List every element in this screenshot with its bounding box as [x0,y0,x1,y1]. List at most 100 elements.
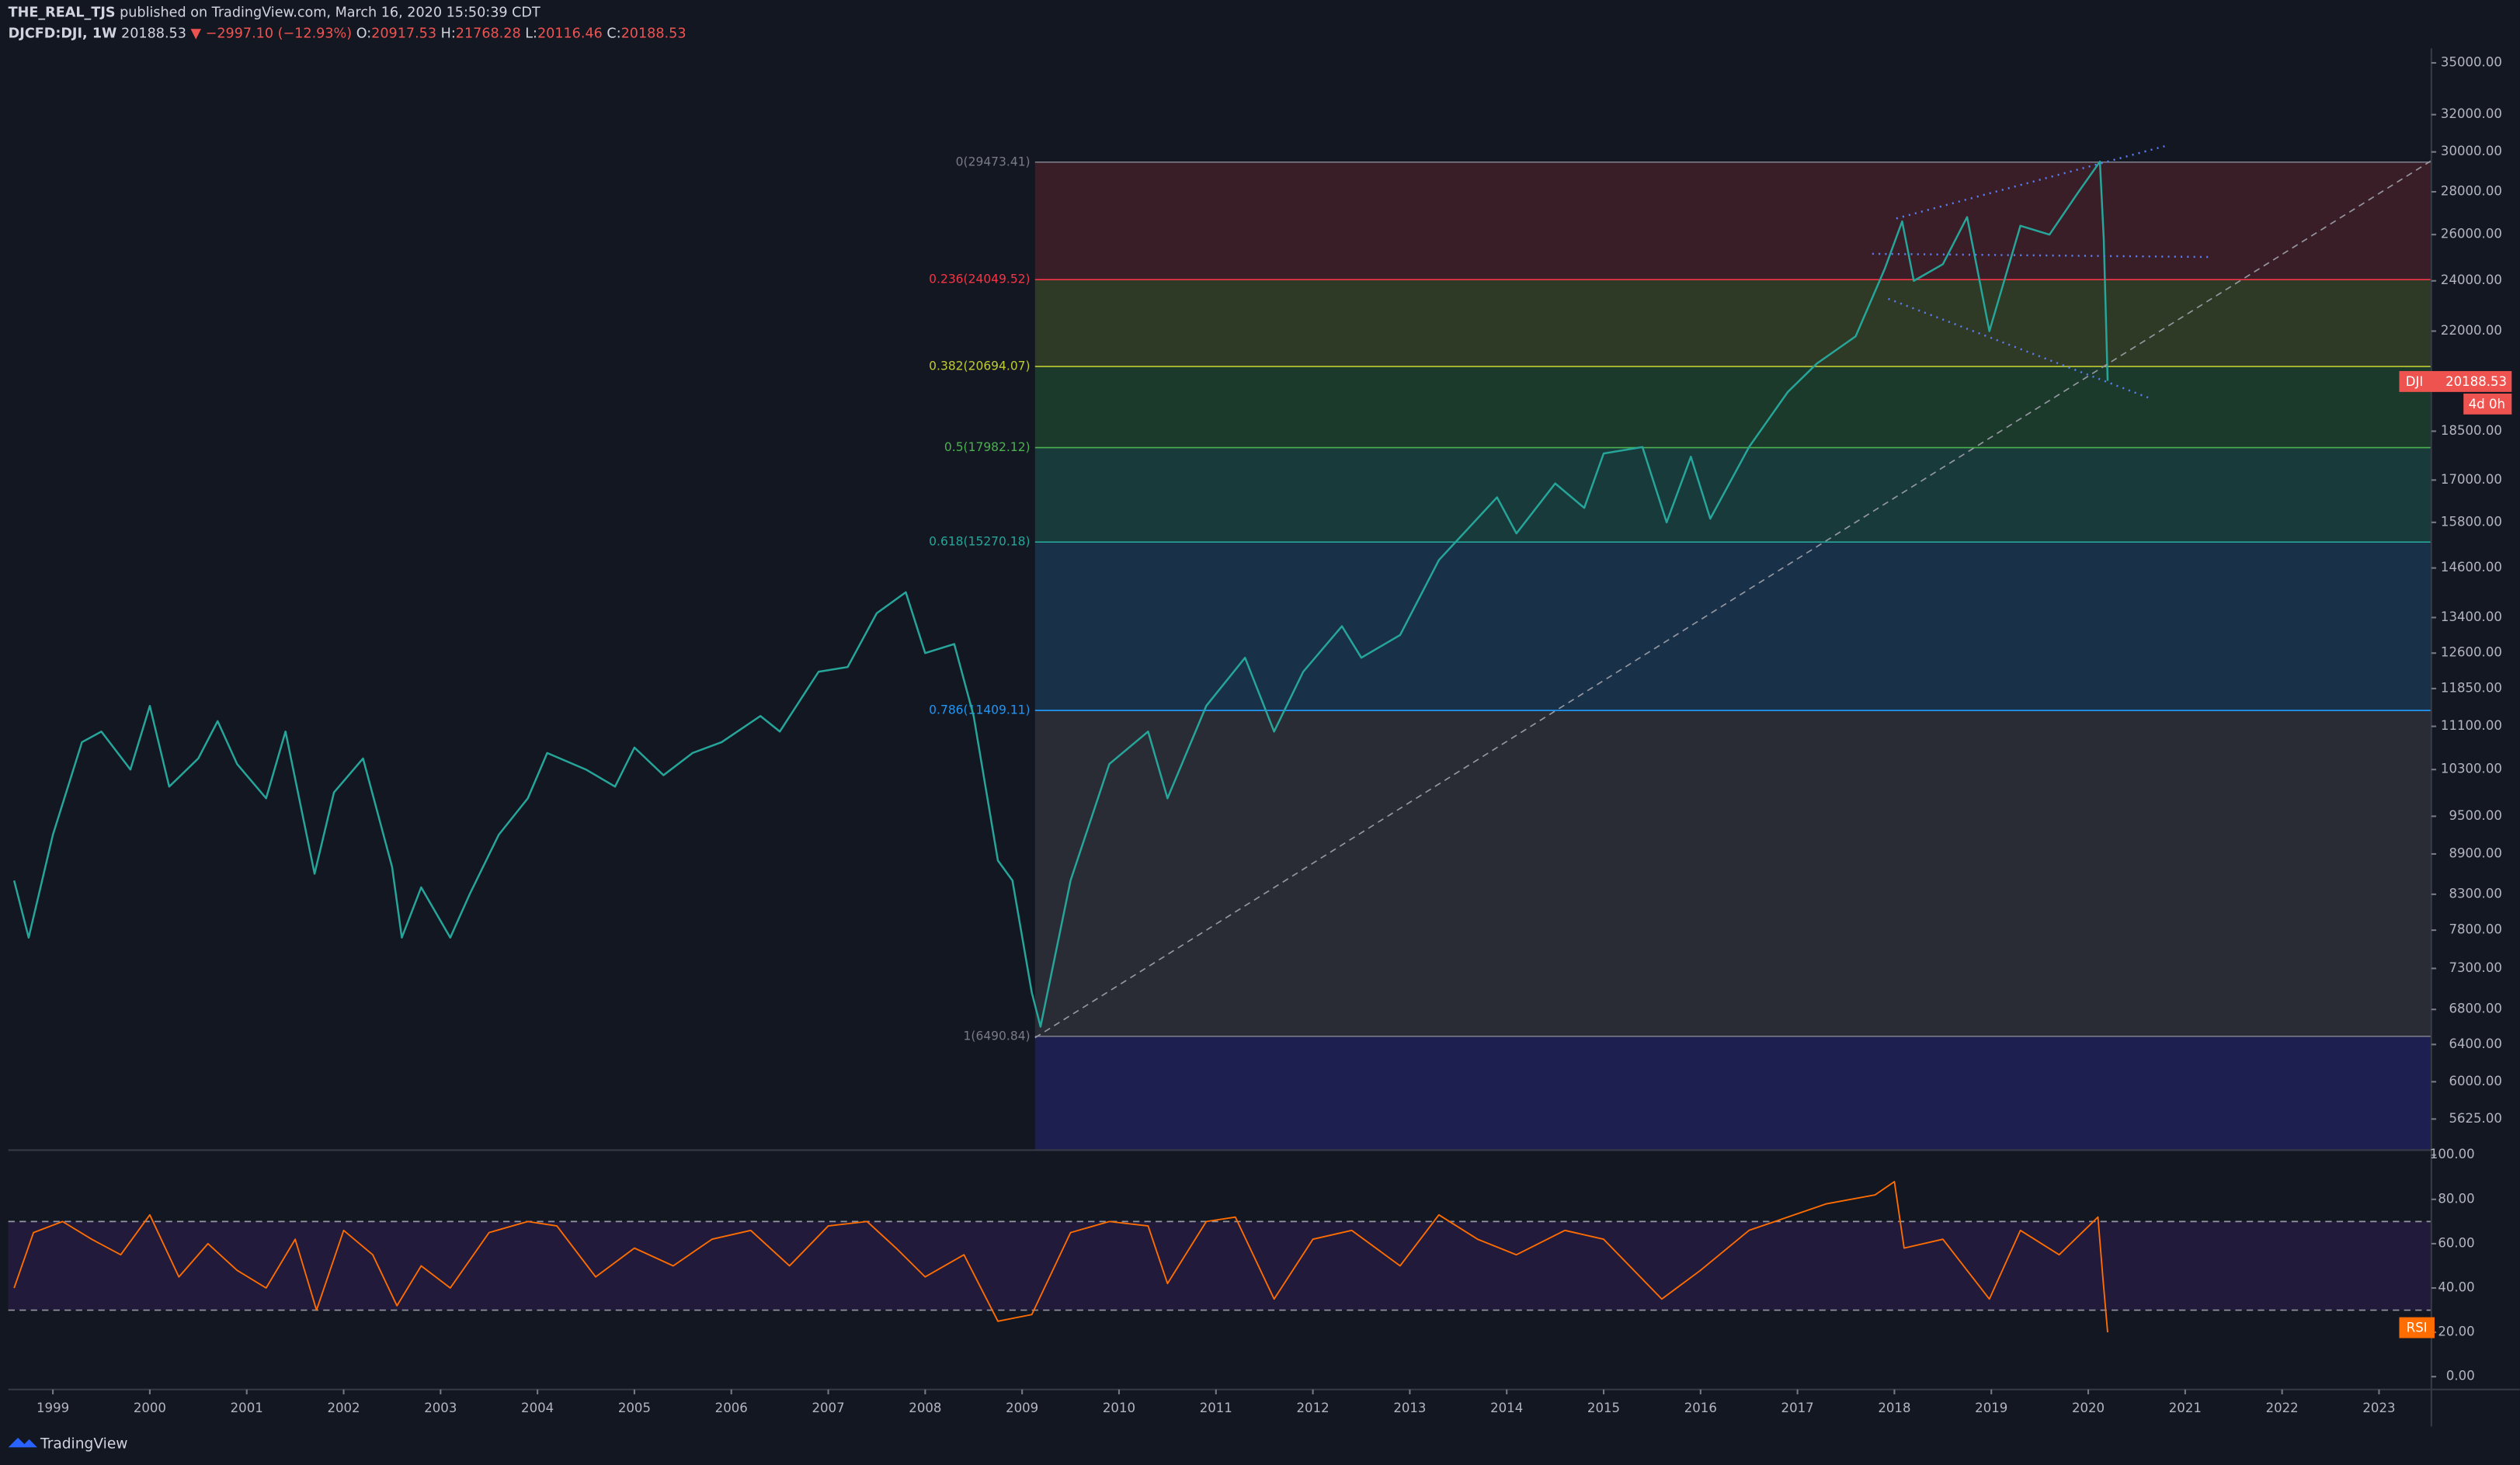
price-line [13,1181,2108,1333]
channel-line [1896,145,2165,220]
fib-band [1034,447,2431,543]
y-tick-label: 5625.00 [2449,1111,2501,1126]
x-tick-label: 2008 [909,1401,941,1415]
y-tick-label: 28000.00 [2441,184,2502,199]
x-tick-label: 2002 [327,1401,360,1415]
price-line [12,160,2109,1028]
ohlc-value: 21768.28 [456,26,521,41]
header-line: THE_REAL_TJS published on TradingView.co… [9,5,540,21]
x-tick-label: 2015 [1587,1401,1620,1415]
x-tick-label: 2022 [2266,1401,2299,1415]
ohlc-value: 20116.46 [537,26,603,41]
fib-band [1034,710,2431,1036]
fib-band [1034,279,2431,367]
y-tick-label: 7800.00 [2449,922,2501,937]
ohlc-key: O: [356,26,371,41]
last-price: 20188.53 [121,26,186,41]
x-tick-label: 2018 [1878,1401,1910,1415]
publisher: THE_REAL_TJS [9,5,116,21]
rsi-tick-label: 80.00 [2438,1191,2474,1206]
x-tick-label: 2014 [1490,1401,1523,1415]
y-tick-label: 35000.00 [2441,54,2502,69]
published: published on TradingView.com, March 16, … [120,5,540,21]
y-tick-label: 18500.00 [2441,423,2502,438]
fib-level-label: 0.5(17982.12) [944,440,1031,454]
x-tick-label: 2006 [715,1401,748,1415]
rsi-tag [2399,1317,2435,1338]
fib-level-label: 0.236(24049.52) [929,273,1030,286]
ohlc-key: L: [525,26,537,41]
trend-line [1034,160,2432,1039]
logo [8,1437,37,1448]
ohlc-key: C: [607,26,620,41]
ohlc-value: 20188.53 [621,26,686,41]
x-tick-label: 2009 [1006,1401,1038,1415]
y-tick-label: 26000.00 [2441,227,2502,241]
y-tick-label: 30000.00 [2441,144,2502,158]
x-tick-label: 2011 [1200,1401,1232,1415]
y-tick-label: 11100.00 [2441,718,2502,733]
x-tick-label: 2000 [134,1401,166,1415]
x-tick-label: 2013 [1393,1401,1426,1415]
fib-level-label: 0(29473.41) [956,154,1031,168]
price-tag [2399,370,2512,392]
ohlc-key: H: [441,26,456,41]
y-tick-label: 14600.00 [2441,560,2502,575]
fib-level-label: 0.618(15270.18) [929,535,1030,549]
symbol: DJCFD:DJI, 1W [9,26,117,41]
y-tick-label: 10300.00 [2441,762,2502,776]
y-tick-label: 13400.00 [2441,609,2502,624]
ohlc-value: 20917.53 [371,26,436,41]
y-tick-label: 24000.00 [2441,273,2502,287]
y-tick-label: 8900.00 [2449,845,2501,860]
x-tick-label: 2003 [424,1401,457,1415]
y-tick-label: 6400.00 [2449,1036,2501,1051]
x-tick-label: 2007 [812,1401,844,1415]
fib-band [1034,1036,2431,1151]
fib-level-label: 0.786(11409.11) [929,703,1030,717]
rsi-band [8,1221,2431,1311]
x-tick-label: 2001 [231,1401,263,1415]
rsi-tick-label: 60.00 [2438,1235,2474,1250]
fib-band [1034,366,2431,448]
y-tick-label: 11850.00 [2441,680,2502,695]
y-tick-label: 32000.00 [2441,106,2502,121]
fib-level-label: 0.382(20694.07) [929,359,1030,373]
x-tick-label: 2017 [1781,1401,1814,1415]
x-tick-label: 2020 [2072,1401,2105,1415]
y-tick-label: 15800.00 [2441,514,2502,529]
x-tick-label: 2019 [1975,1401,2007,1415]
y-tick-label: 22000.00 [2441,323,2502,338]
countdown-tag [2463,393,2512,415]
footer-brand: TradingView [40,1436,127,1453]
price-tag-value: 20188.53 [2445,374,2507,389]
rsi-tick-label: 100.00 [2430,1147,2475,1161]
x-tick-label: 2012 [1297,1401,1330,1415]
y-tick-label: 7300.00 [2449,960,2501,975]
rsi-tag-label: RSI [2407,1321,2428,1335]
rsi-tick-label: 0.00 [2446,1369,2475,1383]
fib-level-label: 1(6490.84) [964,1029,1031,1043]
rsi-tick-label: 40.00 [2438,1280,2474,1295]
arrow: ▼ [191,26,202,41]
x-tick-label: 2010 [1103,1401,1135,1415]
x-tick-label: 2016 [1684,1401,1717,1415]
y-tick-label: 6800.00 [2449,1002,2501,1016]
x-tick-label: 2021 [2169,1401,2202,1415]
x-tick-label: 2005 [618,1401,651,1415]
fib-band [1034,161,2431,280]
countdown: 4d 0h [2469,397,2505,411]
legend-line: DJCFD:DJI, 1W 20188.53 ▼ −2997.10 (−12.9… [9,26,686,41]
x-tick-label: 2004 [521,1401,554,1415]
fib-band [1034,542,2431,711]
rsi-tick-label: 20.00 [2438,1324,2474,1339]
y-tick-label: 6000.00 [2449,1074,2501,1088]
y-tick-label: 17000.00 [2441,472,2502,487]
x-tick-label: 1999 [36,1401,69,1415]
x-tick-label: 2023 [2362,1401,2395,1415]
change: −2997.10 (−12.93%) [206,26,352,41]
y-tick-label: 9500.00 [2449,808,2501,823]
price-tag-symbol: DJI [2406,374,2424,389]
y-tick-label: 8300.00 [2449,886,2501,901]
